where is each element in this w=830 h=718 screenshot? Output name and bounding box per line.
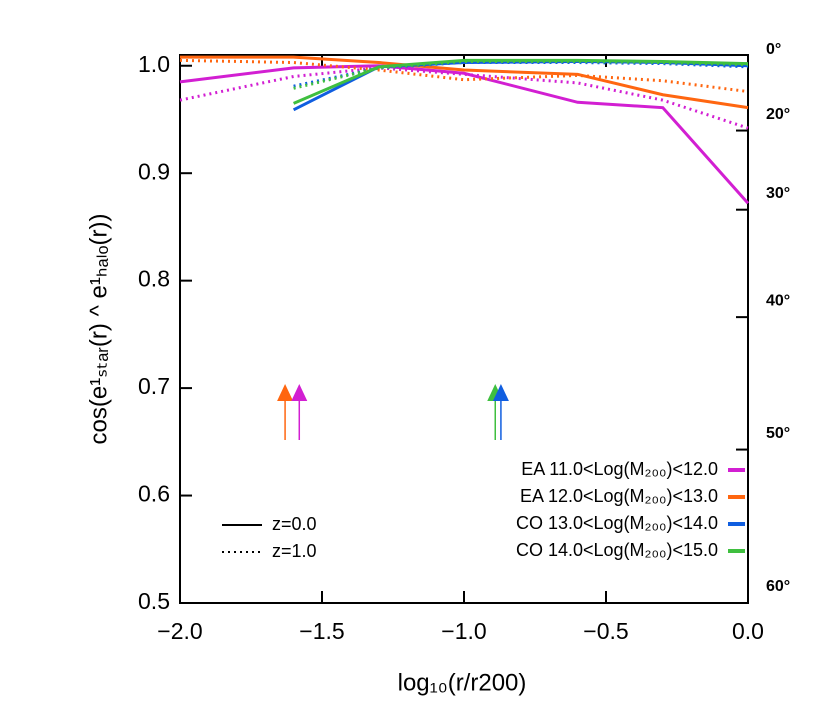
data-line [179, 64, 750, 205]
y2-tick-label: 40° [766, 292, 790, 309]
arrow-head [277, 384, 294, 401]
x-tick-label: −1.0 [441, 618, 486, 644]
data-line [293, 59, 749, 90]
legend-label: CO 13.0<Log(M₂₀₀)<14.0 [516, 513, 718, 533]
legend-label: CO 14.0<Log(M₂₀₀)<15.0 [516, 540, 718, 560]
y-axis-label: cos(e¹ₛₜₐᵣ(r) ^ e¹ₕₐₗₒ(r)) [85, 214, 112, 445]
data-line [179, 66, 749, 130]
x-tick-label: −1.5 [299, 618, 344, 644]
x-tick-label: −0.5 [583, 618, 628, 644]
legend-label: EA 11.0<Log(M₂₀₀)<12.0 [521, 459, 718, 479]
x-tick-label: −2.0 [157, 618, 202, 644]
y-tick-label: 0.9 [138, 158, 170, 184]
legend-label: EA 12.0<Log(M₂₀₀)<13.0 [520, 486, 718, 506]
y-tick-label: 1.0 [138, 51, 170, 77]
y-tick-label: 0.8 [138, 266, 170, 292]
arrow-head [291, 384, 308, 401]
y2-tick-label: 0° [766, 41, 781, 58]
data-line [292, 59, 749, 112]
arrow-head [492, 384, 509, 401]
y-tick-label: 0.7 [138, 373, 170, 399]
x-axis-label: log₁₀(r/r200) [398, 669, 527, 696]
y-tick-label: 0.6 [138, 481, 170, 507]
legend-label: z=1.0 [272, 541, 317, 561]
legend-label: z=0.0 [272, 514, 317, 534]
y2-tick-label: 50° [766, 425, 790, 442]
y2-tick-label: 30° [766, 185, 790, 202]
data-line [180, 55, 749, 110]
y2-tick-label: 60° [766, 578, 790, 595]
x-tick-label: 0.0 [732, 618, 764, 644]
y2-tick-label: 20° [766, 106, 790, 123]
y-tick-label: 0.5 [138, 588, 170, 614]
